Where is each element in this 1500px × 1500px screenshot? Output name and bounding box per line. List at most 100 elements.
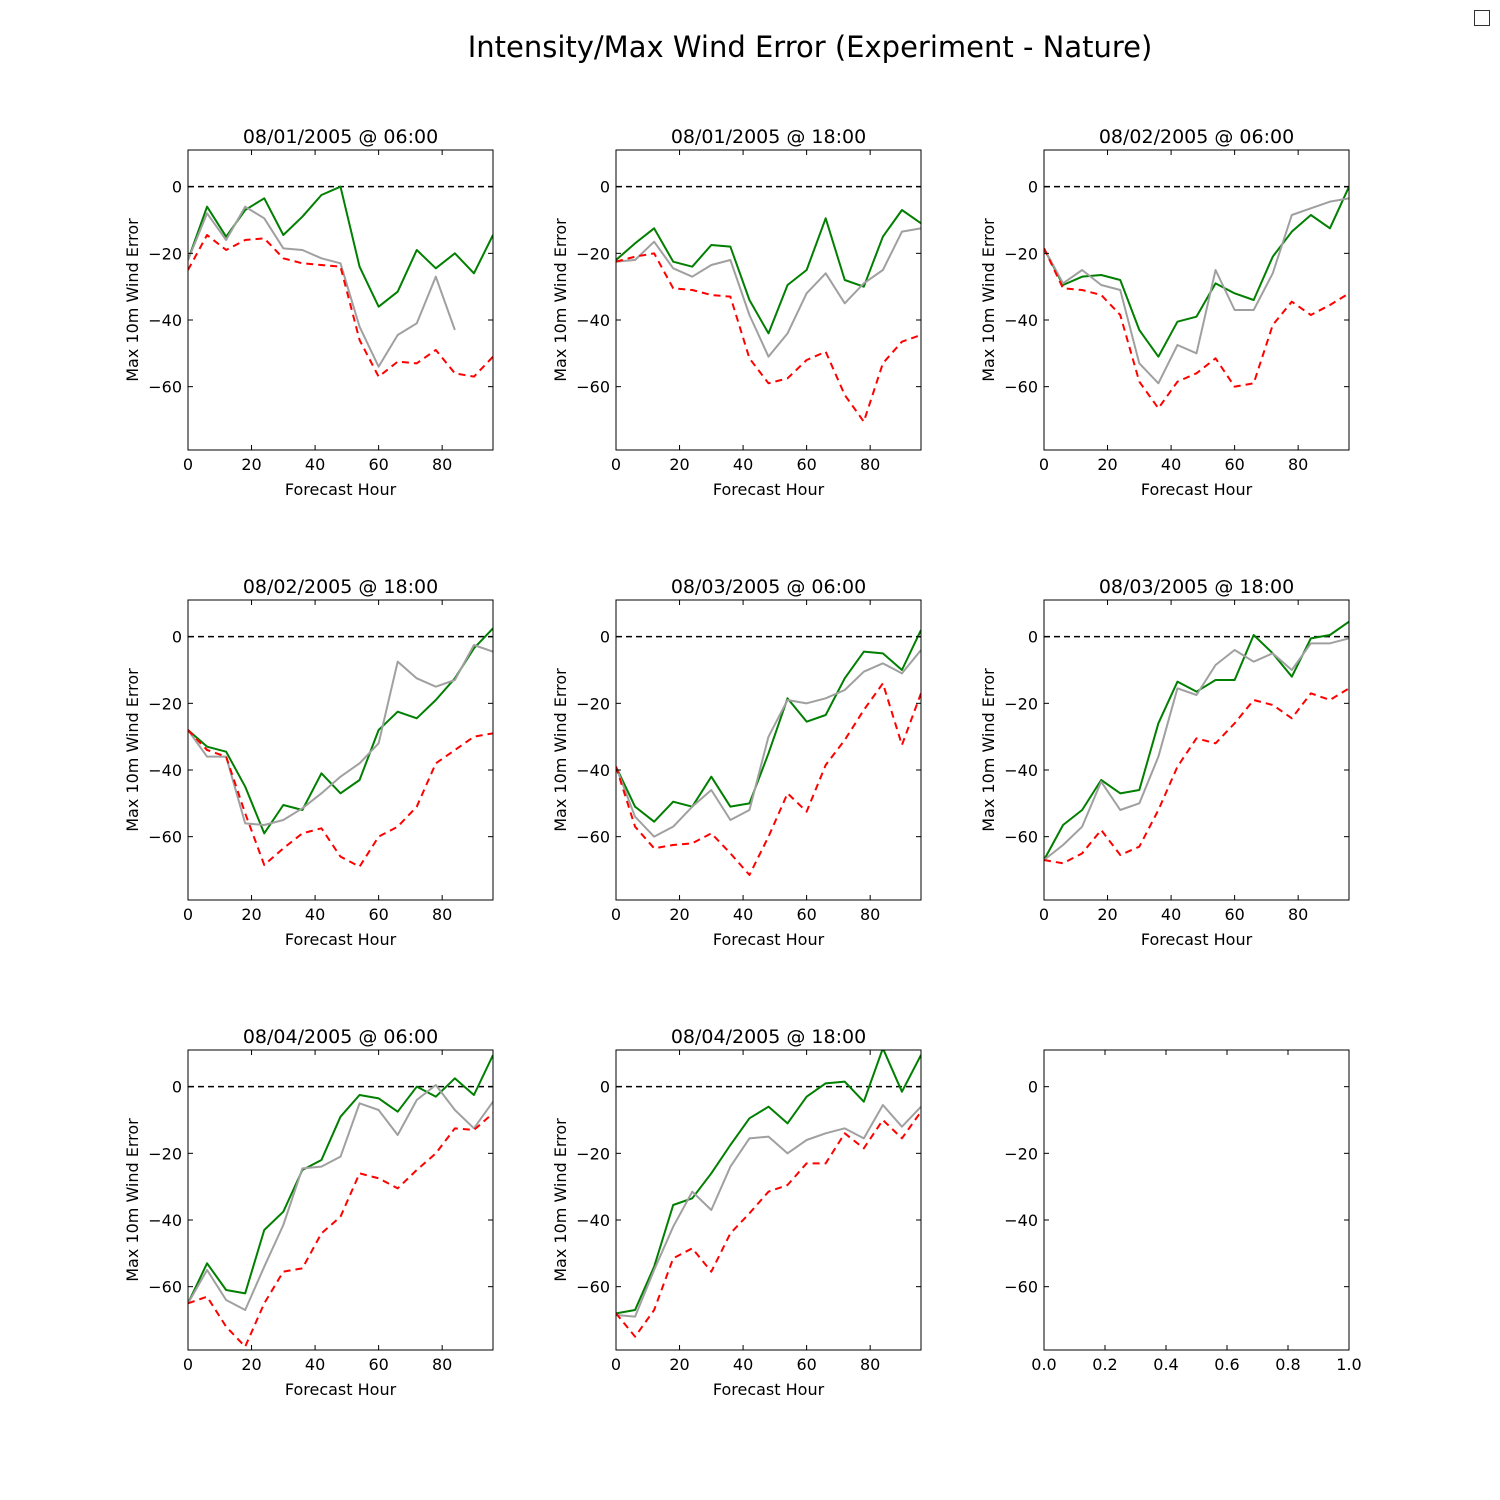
y-tick-label: 0 xyxy=(600,1078,610,1097)
y-tick-label: −20 xyxy=(1004,1144,1038,1163)
subplot-title: 08/02/2005 @ 06:00 xyxy=(1099,126,1294,148)
subplot-1: 0 20 40 60 80 0 −20 −40 −60 08/01/2005 @ 06:00 For… xyxy=(123,126,494,499)
plot-area xyxy=(616,600,921,900)
series-line-gray xyxy=(188,1084,493,1311)
y-tick-label: −60 xyxy=(576,378,610,397)
corner-checkbox[interactable] xyxy=(1474,10,1490,26)
y-tick-label: −60 xyxy=(148,1278,182,1297)
axes-frame xyxy=(187,1049,494,1351)
series-line-red xyxy=(1044,247,1349,410)
subplot-7: 0 20 40 60 80 0 −20 −40 −60 08/04/2005 @ 06:00 For… xyxy=(123,1026,494,1399)
x-tick-label: 0 xyxy=(611,455,621,474)
x-tick-label: 0 xyxy=(611,905,621,924)
x-tick-label: 60 xyxy=(796,1355,816,1374)
subplot-3: 0 20 40 60 80 0 −20 −40 −60 08/02/2005 @ 06:00 For… xyxy=(979,126,1350,499)
series-line-gray xyxy=(616,227,921,358)
series-line-red xyxy=(616,1111,921,1338)
x-axis-label: Forecast Hour xyxy=(1141,930,1253,949)
y-tick-label: −60 xyxy=(1004,828,1038,847)
series-line-green xyxy=(1044,186,1349,358)
x-axis-label: Forecast Hour xyxy=(285,1380,397,1399)
subplot-8: 0 20 40 60 80 0 −20 −40 −60 08/04/2005 @ 18:00 For… xyxy=(551,1026,922,1399)
subplot-title: 08/03/2005 @ 18:00 xyxy=(1099,576,1294,598)
x-tick-label: 20 xyxy=(241,905,261,924)
y-tick-label: −60 xyxy=(148,378,182,397)
series-line-green xyxy=(188,1054,493,1304)
y-tick-label: −40 xyxy=(1004,311,1038,330)
y-tick-label: 0 xyxy=(172,628,182,647)
x-tick-label: 80 xyxy=(860,905,880,924)
x-tick-label: 20 xyxy=(1097,455,1117,474)
x-tick-label: 40 xyxy=(1161,905,1181,924)
plot-area xyxy=(188,1050,493,1350)
plot-area xyxy=(616,1050,921,1350)
x-axis-label: Forecast Hour xyxy=(713,930,825,949)
y-axis-label: Max 10m Wind Error xyxy=(979,668,998,832)
x-axis-label: Forecast Hour xyxy=(285,480,397,499)
x-axis-label: Forecast Hour xyxy=(285,930,397,949)
x-axis-label: Forecast Hour xyxy=(1141,480,1253,499)
y-axis-label: Max 10m Wind Error xyxy=(123,218,142,382)
x-tick-label: 20 xyxy=(669,1355,689,1374)
x-tick-label: 0.6 xyxy=(1214,1355,1239,1374)
x-tick-label: 0 xyxy=(611,1355,621,1374)
y-tick-label: −20 xyxy=(576,244,610,263)
x-tick-label: 0 xyxy=(183,905,193,924)
y-tick-label: −60 xyxy=(576,1278,610,1297)
y-axis-label: Max 10m Wind Error xyxy=(123,1118,142,1282)
x-tick-label: 20 xyxy=(241,455,261,474)
subplot-9: 0.0 0.2 0.4 0.6 0.8 1.0 0 −20 −40 −60 xyxy=(1004,1049,1362,1374)
series-line-gray xyxy=(616,649,921,838)
series-line-gray xyxy=(188,644,493,826)
plot-area xyxy=(1044,1050,1349,1350)
y-tick-label: 0 xyxy=(1028,1078,1038,1097)
y-tick-label: −40 xyxy=(148,1211,182,1230)
x-tick-label: 0 xyxy=(183,455,193,474)
y-tick-label: −60 xyxy=(1004,378,1038,397)
x-tick-label: 60 xyxy=(796,905,816,924)
y-tick-label: −20 xyxy=(148,694,182,713)
x-tick-label: 40 xyxy=(305,1355,325,1374)
y-axis-label: Max 10m Wind Error xyxy=(551,218,570,382)
x-tick-label: 40 xyxy=(305,905,325,924)
series-line-gray xyxy=(1044,637,1349,861)
series-line-red xyxy=(1044,687,1349,865)
x-tick-label: 40 xyxy=(733,1355,753,1374)
x-axis-label: Forecast Hour xyxy=(713,1380,825,1399)
y-axis-label: Max 10m Wind Error xyxy=(551,668,570,832)
plot-area xyxy=(1044,600,1349,900)
x-tick-label: 80 xyxy=(432,905,452,924)
subplot-title: 08/04/2005 @ 06:00 xyxy=(243,1026,438,1048)
plot-area xyxy=(188,150,493,450)
y-axis-label: Max 10m Wind Error xyxy=(123,668,142,832)
axes-frame xyxy=(187,599,494,901)
x-tick-label: 1.0 xyxy=(1336,1355,1361,1374)
y-tick-label: 0 xyxy=(600,178,610,197)
x-tick-label: 0.4 xyxy=(1153,1355,1178,1374)
x-tick-label: 40 xyxy=(733,905,753,924)
series-line-gray xyxy=(616,1104,921,1318)
series-line-green xyxy=(188,627,493,835)
subplot-title: 08/01/2005 @ 06:00 xyxy=(243,126,438,148)
subplot-6: 0 20 40 60 80 0 −20 −40 −60 08/03/2005 @ 18:00 For… xyxy=(979,576,1350,949)
x-axis-label: Forecast Hour xyxy=(713,480,825,499)
subplot-5: 0 20 40 60 80 0 −20 −40 −60 08/03/2005 @ 06:00 For… xyxy=(551,576,922,949)
y-tick-label: −60 xyxy=(148,828,182,847)
x-tick-label: 0 xyxy=(1039,905,1049,924)
x-tick-label: 20 xyxy=(669,905,689,924)
y-tick-label: −40 xyxy=(148,761,182,780)
subplot-4: 0 20 40 60 80 0 −20 −40 −60 08/02/2005 @ 18:00 For… xyxy=(123,576,494,949)
y-tick-label: −40 xyxy=(576,1211,610,1230)
x-tick-label: 80 xyxy=(860,1355,880,1374)
axes-frame xyxy=(1043,1049,1350,1351)
series-line-gray xyxy=(1044,197,1349,385)
plot-area xyxy=(1044,150,1349,450)
series-line-red xyxy=(188,234,493,378)
x-tick-label: 0 xyxy=(1039,455,1049,474)
axes-frame xyxy=(1043,149,1350,451)
axes-frame xyxy=(1043,599,1350,901)
x-tick-label: 60 xyxy=(368,455,388,474)
x-tick-label: 20 xyxy=(669,455,689,474)
y-tick-label: −20 xyxy=(148,244,182,263)
